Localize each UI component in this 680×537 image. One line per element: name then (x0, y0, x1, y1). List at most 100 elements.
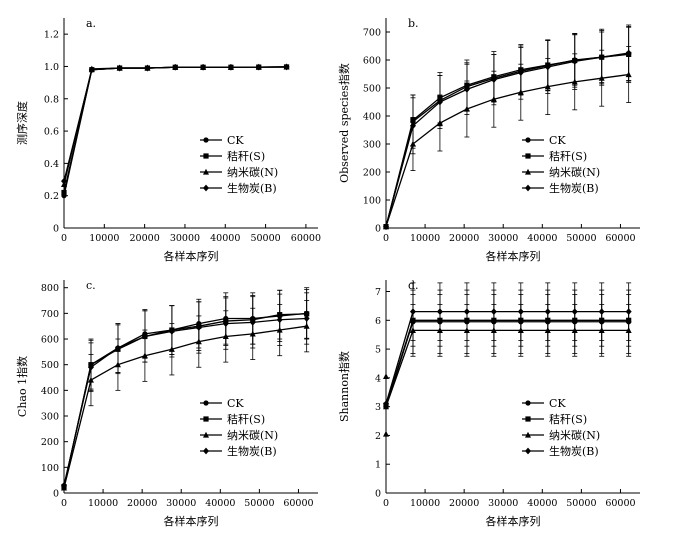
panel-label: a. (86, 17, 96, 30)
series-3 (61, 63, 290, 185)
y-tick-label: 0.8 (44, 94, 59, 105)
chart-panel-c: 0 100 200 300 400 500 600 700 800 0 10000 20000 3000… (15, 279, 318, 528)
x-tick-label: 50000 (244, 498, 274, 509)
legend-entry: 生物炭(B) (227, 181, 277, 195)
chart-panel-b: 0 100 200 300 400 500 600 700 0 10000 20000 30000 40… (337, 17, 640, 263)
legend-marker (203, 137, 209, 143)
y-tick-label: 800 (41, 283, 59, 294)
legend-marker (525, 447, 531, 455)
y-tick-label: 700 (363, 28, 381, 39)
series-line (385, 311, 629, 404)
legend: CK 秸秆(S) 纳米碳(N) 生物炭(B) (522, 397, 600, 458)
y-tick-label: 200 (41, 437, 59, 448)
y-tick-label: 500 (41, 360, 59, 371)
series-line (63, 317, 307, 486)
y-tick-label: 400 (363, 112, 381, 123)
x-tick-label: 60000 (605, 233, 635, 244)
x-tick-label: 60000 (605, 498, 635, 509)
legend-entry: 纳米碳(N) (227, 428, 278, 442)
series-line (385, 329, 629, 407)
x-tick-label: 10000 (89, 233, 119, 244)
x-tick-label: 20000 (449, 233, 479, 244)
x-tick-label: 20000 (449, 498, 479, 509)
y-tick-label: 1 (375, 460, 381, 471)
outlier-point (383, 373, 389, 380)
data-point (383, 223, 389, 230)
y-tick-label: 6 (375, 316, 381, 327)
data-point (571, 308, 578, 316)
legend-marker (203, 400, 209, 406)
series-line (63, 312, 307, 487)
y-tick-label: 0 (375, 224, 381, 235)
chart-panel-a: 0 0.2 0.4 0.6 0.8 1.0 1.2 0 10000 20000 30000 40000… (15, 17, 321, 263)
data-point (463, 308, 470, 316)
legend-marker (525, 184, 531, 192)
x-tick-label: 40000 (205, 498, 235, 509)
x-tick-label: 30000 (166, 498, 196, 509)
x-tick-label: 10000 (410, 233, 440, 244)
legend-marker (525, 431, 531, 438)
x-tick-label: 20000 (127, 498, 157, 509)
legend-marker (203, 168, 209, 175)
y-axis-label: Chao 1指数 (15, 356, 29, 417)
y-tick-label: 4 (375, 373, 381, 384)
data-point (61, 481, 67, 489)
x-tick-label: 40000 (527, 233, 557, 244)
data-point (144, 64, 151, 72)
series-line (63, 66, 287, 182)
legend-marker (525, 137, 531, 143)
data-point (490, 308, 497, 316)
legend-entry: CK (227, 397, 244, 410)
y-tick-label: 7 (375, 287, 381, 298)
x-tick-label: 10000 (410, 498, 440, 509)
data-point (598, 308, 605, 316)
y-tick-label: 0 (53, 224, 59, 235)
data-point (283, 63, 290, 71)
y-tick-label: 0 (375, 489, 381, 500)
series-line (385, 319, 629, 406)
legend-entry: 纳米碳(N) (549, 165, 600, 179)
y-tick-label: 600 (41, 335, 59, 346)
series-line (385, 321, 629, 407)
y-tick-label: 5 (375, 345, 381, 356)
legend: CK 秸秆(S) 纳米碳(N) 生物炭(B) (200, 397, 278, 458)
y-tick-label: 0 (53, 489, 59, 500)
data-point (87, 363, 94, 371)
outlier-point (383, 430, 389, 437)
x-tick-label: 60000 (283, 498, 313, 509)
x-tick-label: 0 (383, 498, 389, 509)
series-line (385, 52, 629, 227)
y-tick-label: 100 (363, 196, 381, 207)
legend-marker (203, 416, 209, 422)
y-tick-label: 0.2 (44, 191, 59, 202)
legend-marker (203, 153, 209, 159)
legend-entry: 生物炭(B) (227, 444, 277, 458)
series-3 (383, 24, 632, 230)
x-tick-label: 40000 (527, 498, 557, 509)
data-point (436, 98, 443, 106)
x-tick-label: 30000 (170, 233, 200, 244)
data-point (625, 49, 632, 57)
legend-entry: 秸秆(S) (549, 413, 587, 426)
series-0 (383, 289, 632, 410)
legend-marker (203, 431, 209, 438)
data-point (383, 400, 389, 408)
y-tick-label: 100 (41, 463, 59, 474)
x-axis-label: 各样本序列 (164, 249, 219, 263)
series-line (63, 313, 307, 487)
data-point (249, 318, 256, 326)
x-tick-label: 60000 (291, 233, 321, 244)
y-tick-label: 0.6 (44, 127, 59, 138)
data-point (463, 86, 470, 93)
legend-entry: 生物炭(B) (549, 444, 599, 458)
legend-entry: 纳米碳(N) (549, 428, 600, 442)
legend-entry: 秸秆(S) (549, 150, 587, 163)
data-point (436, 308, 443, 316)
x-tick-label: 10000 (88, 498, 118, 509)
x-tick-label: 50000 (566, 233, 596, 244)
series-line (385, 53, 629, 227)
y-tick-label: 0.4 (44, 159, 59, 170)
data-point (255, 63, 262, 71)
series-line (385, 73, 629, 227)
panel-label: b. (408, 17, 419, 30)
